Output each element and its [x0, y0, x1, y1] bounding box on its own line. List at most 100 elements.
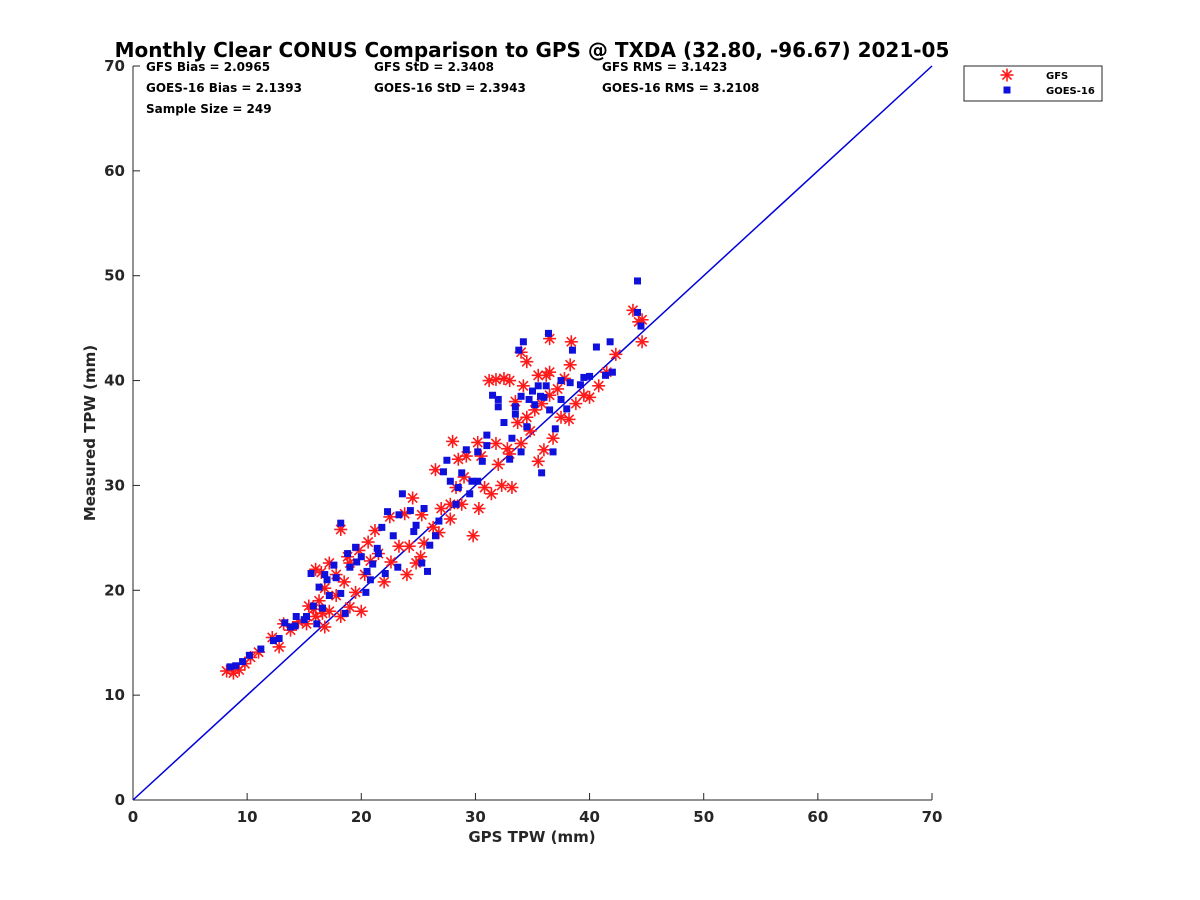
goes-16-point — [313, 620, 321, 628]
gfs-point — [337, 575, 351, 589]
goes-16-point — [374, 550, 382, 558]
goes-16-point — [566, 379, 574, 387]
goes-16-point — [309, 602, 317, 610]
goes-16-point — [489, 391, 497, 399]
y-tick-label: 40 — [104, 372, 125, 390]
goes-16-point — [634, 308, 642, 316]
gfs-point — [466, 529, 480, 543]
goes-16-point — [418, 559, 426, 567]
stat-sample-size: Sample Size = 249 — [146, 102, 272, 116]
goes-16-point — [318, 604, 326, 612]
stat-goes-rms: GOES-16 RMS = 3.2108 — [602, 81, 759, 95]
y-axis-title: Measured TPW (mm) — [81, 345, 99, 521]
gfs-point — [406, 491, 420, 505]
gfs-point — [428, 463, 442, 477]
goes-16-point — [332, 574, 340, 582]
goes-16-point — [602, 371, 610, 379]
goes-16-point — [426, 541, 434, 549]
goes-16-point — [239, 658, 247, 666]
goes-16-point — [352, 543, 360, 551]
gfs-point — [520, 355, 534, 369]
goes-16-point — [551, 425, 559, 433]
legend-goes-16-marker — [1003, 86, 1011, 94]
gfs-point — [384, 555, 398, 569]
gfs-point — [562, 412, 576, 426]
goes-16-point — [420, 504, 428, 512]
goes-16-point — [508, 434, 516, 442]
legend-gfs-symbol — [1000, 68, 1014, 82]
goes-16-point — [325, 592, 333, 600]
goes-16-point — [452, 500, 460, 508]
axes — [132, 66, 932, 801]
gfs-point — [554, 410, 568, 424]
goes-16-point — [381, 570, 389, 578]
x-axis-title: GPS TPW (mm) — [468, 828, 595, 846]
gfs-point — [482, 374, 496, 388]
goes-16-point — [357, 553, 365, 561]
stat-gfs-std: GFS StD = 2.3408 — [374, 60, 494, 74]
gfs-point — [377, 575, 391, 589]
goes-16-point — [346, 563, 354, 571]
gfs-point — [354, 604, 368, 618]
goes-16-point — [245, 651, 253, 659]
gfs-point — [318, 581, 332, 595]
stat-goes-bias: GOES-16 Bias = 2.1393 — [146, 81, 302, 95]
gfs-point — [563, 358, 577, 372]
goes-16-point — [439, 468, 447, 476]
legend-goes-16-symbol — [1003, 86, 1011, 94]
goes-16-point — [586, 372, 594, 380]
x-tick-label: 40 — [579, 808, 600, 826]
y-tick-label: 10 — [104, 686, 125, 704]
goes-16-point — [523, 423, 531, 431]
gfs-point — [443, 512, 457, 526]
gfs-point — [489, 373, 503, 387]
chart-title: Monthly Clear CONUS Comparison to GPS @ … — [115, 38, 950, 62]
gfs-point — [484, 487, 498, 501]
gfs-point — [551, 382, 565, 396]
stat-gfs-rms: GFS RMS = 3.1423 — [602, 60, 727, 74]
goes-16-point — [546, 406, 554, 414]
gfs-point — [318, 620, 332, 634]
gfs-point — [531, 454, 545, 468]
goes-16-point — [369, 560, 377, 568]
goes-16-point — [232, 662, 240, 670]
goes-16-point — [500, 419, 508, 427]
goes-16-point — [330, 561, 338, 569]
goes-16-point — [406, 507, 414, 515]
gfs-point — [635, 335, 649, 349]
goes-16-point — [373, 544, 381, 552]
goes-16-point — [592, 343, 600, 351]
stat-gfs-bias: GFS Bias = 2.0965 — [146, 60, 270, 74]
goes-16-point — [494, 395, 502, 403]
gfs-point — [609, 347, 623, 361]
goes-16-point — [341, 609, 349, 617]
goes-16-point — [519, 338, 527, 346]
gfs-point — [471, 435, 485, 449]
goes-16-point — [257, 645, 265, 653]
goes-16-point — [517, 392, 525, 400]
gfs-point — [583, 390, 597, 404]
goes-16-point — [394, 563, 402, 571]
gfs-point — [472, 501, 486, 515]
legend-goes-16-label: GOES-16 — [1046, 86, 1095, 97]
goes-16-point — [557, 395, 565, 403]
goes-16-point — [478, 457, 486, 465]
goes-16-point — [226, 663, 234, 671]
stat-goes-std: GOES-16 StD = 2.3943 — [374, 81, 526, 95]
goes-16-point — [557, 377, 565, 385]
goes-16-point — [323, 576, 331, 584]
goes-16-point — [443, 456, 451, 464]
gfs-point — [520, 410, 534, 424]
goes-16-point — [576, 381, 584, 389]
gfs-point — [392, 539, 406, 553]
goes-16-point — [287, 623, 295, 631]
y-tick-label: 30 — [104, 476, 125, 494]
goes-16-point — [563, 405, 571, 413]
legend-box — [963, 65, 1103, 102]
goes-16-point — [637, 322, 645, 330]
gfs-point — [489, 436, 503, 450]
goes-16-point — [483, 431, 491, 439]
goes-16-point — [292, 613, 300, 620]
gfs-point — [505, 481, 519, 495]
